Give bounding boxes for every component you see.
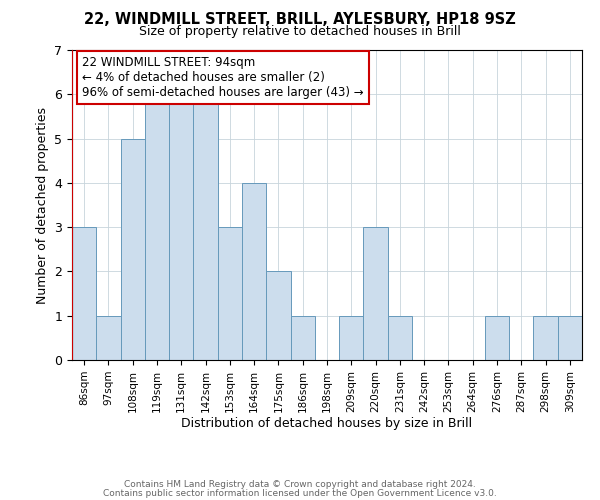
- X-axis label: Distribution of detached houses by size in Brill: Distribution of detached houses by size …: [181, 418, 473, 430]
- Bar: [290, 316, 315, 360]
- Y-axis label: Number of detached properties: Number of detached properties: [36, 106, 49, 304]
- Bar: [485, 316, 509, 360]
- Bar: [193, 94, 218, 360]
- Bar: [145, 94, 169, 360]
- Bar: [169, 94, 193, 360]
- Bar: [558, 316, 582, 360]
- Bar: [121, 138, 145, 360]
- Text: Contains public sector information licensed under the Open Government Licence v3: Contains public sector information licen…: [103, 489, 497, 498]
- Bar: [96, 316, 121, 360]
- Bar: [388, 316, 412, 360]
- Bar: [242, 183, 266, 360]
- Bar: [364, 227, 388, 360]
- Text: Contains HM Land Registry data © Crown copyright and database right 2024.: Contains HM Land Registry data © Crown c…: [124, 480, 476, 489]
- Text: 22, WINDMILL STREET, BRILL, AYLESBURY, HP18 9SZ: 22, WINDMILL STREET, BRILL, AYLESBURY, H…: [84, 12, 516, 28]
- Bar: [266, 272, 290, 360]
- Bar: [339, 316, 364, 360]
- Bar: [533, 316, 558, 360]
- Text: 22 WINDMILL STREET: 94sqm
← 4% of detached houses are smaller (2)
96% of semi-de: 22 WINDMILL STREET: 94sqm ← 4% of detach…: [82, 56, 364, 99]
- Bar: [72, 227, 96, 360]
- Bar: [218, 227, 242, 360]
- Text: Size of property relative to detached houses in Brill: Size of property relative to detached ho…: [139, 25, 461, 38]
